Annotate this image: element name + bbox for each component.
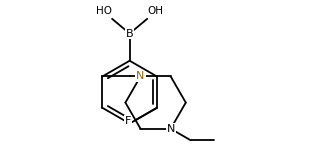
Text: B: B — [126, 29, 133, 39]
Text: F: F — [125, 116, 131, 126]
Text: N: N — [136, 71, 145, 81]
Text: N: N — [166, 124, 175, 134]
Text: OH: OH — [147, 6, 163, 16]
Text: HO: HO — [96, 6, 112, 16]
